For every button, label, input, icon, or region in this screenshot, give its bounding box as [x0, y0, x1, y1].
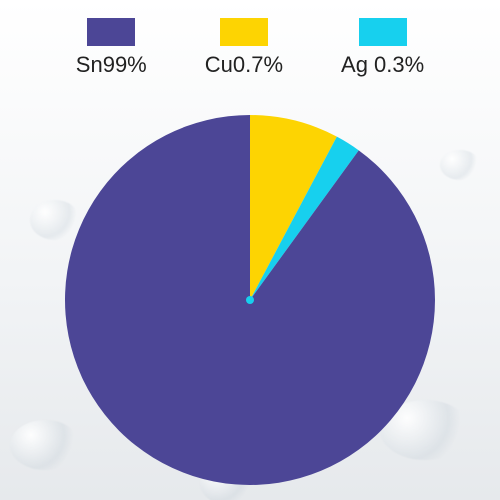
pie-chart [65, 115, 435, 485]
legend: Sn99% Cu0.7% Ag 0.3% [0, 18, 500, 78]
page-root: Sn99% Cu0.7% Ag 0.3% [0, 0, 500, 500]
legend-item-sn: Sn99% [76, 18, 147, 78]
legend-item-ag: Ag 0.3% [341, 18, 424, 78]
legend-swatch-cu [220, 18, 268, 46]
pie-svg [65, 115, 435, 485]
legend-swatch-ag [359, 18, 407, 46]
legend-label-sn: Sn99% [76, 52, 147, 78]
legend-label-cu: Cu0.7% [205, 52, 283, 78]
legend-item-cu: Cu0.7% [205, 18, 283, 78]
bg-droplet [440, 150, 480, 180]
legend-swatch-sn [87, 18, 135, 46]
pie-center-dot [246, 296, 254, 304]
legend-label-ag: Ag 0.3% [341, 52, 424, 78]
